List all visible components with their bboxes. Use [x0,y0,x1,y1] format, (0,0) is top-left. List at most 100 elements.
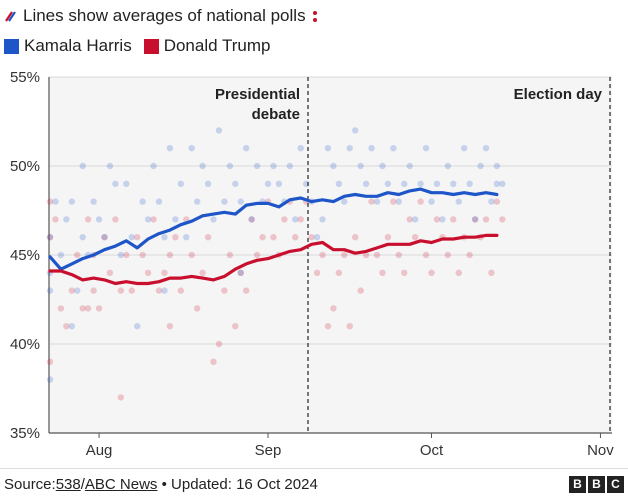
poll-dot-harris [335,180,343,187]
poll-dot-trump [313,269,321,276]
poll-dot-trump [166,323,174,330]
grid-layer [48,76,612,434]
poll-dot-trump [243,287,250,294]
poll-dot-trump [417,198,424,205]
bbc-logo-b1: B [569,475,586,493]
poll-dot-trump [123,251,130,259]
debate-label-line1: Presidential [215,86,300,103]
poll-dot-harris [193,198,201,205]
poll-dot-trump [79,305,86,312]
poll-dot-trump [395,251,402,259]
poll-dot-trump [84,216,92,223]
x-tick-label: Sep [255,442,282,459]
tick-layer: 35% 40% 45% 50% 55% Aug Sep Oct Nov [10,69,614,459]
poll-dot-trump [444,251,452,259]
poll-dot-trump [144,269,152,276]
us-flag-icon [5,11,16,22]
poll-chart: 35% 40% 45% 50% 55% Aug Sep Oct Nov Presidential… [10,69,614,459]
poll-dot-trump [357,287,364,294]
poll-dot-harris [384,180,392,187]
poll-dot-harris [482,145,490,152]
poll-dot-trump [166,251,174,259]
poll-dot-trump [330,305,337,312]
poll-dot-harris [161,234,168,241]
poll-dot-harris [357,162,364,170]
poll-dot-trump [128,287,135,294]
poll-dot-harris [134,323,141,330]
poll-dot-harris [401,180,408,187]
poll-dot-trump [319,251,326,259]
poll-dot-trump [253,251,261,259]
trump-average-line [48,233,499,286]
source-separator: / [80,475,85,493]
poll-dot-trump [335,269,343,276]
poll-dot-harris [128,234,135,241]
poll-dots-layer [46,127,506,401]
poll-dot-harris [466,180,473,187]
poll-dot-harris [330,162,337,170]
bbc-logo: B B C [569,475,624,493]
poll-dot-trump [352,234,359,241]
poll-dot-trump [210,358,217,365]
poll-dot-harris [172,216,179,223]
poll-dot-trump [226,251,234,259]
poll-dot-trump [150,216,157,223]
poll-dot-harris [46,287,54,294]
poll-dot-harris [477,162,484,170]
poll-dot-trump [68,287,76,294]
poll-dot-harris [297,145,304,152]
poll-dot-harris [74,287,81,294]
legend-item-trump: Donald Trump [143,36,271,56]
source-link-538[interactable]: 538 [55,475,81,493]
debate-label-line2: debate [252,106,300,123]
poll-dot-trump [134,234,141,241]
poll-dot-trump [324,323,332,330]
poll-dot-trump [52,216,59,223]
poll-dot-trump [281,216,288,223]
poll-dot-trump [232,323,239,330]
poll-dot-harris [286,162,293,170]
poll-dot-trump [199,269,206,276]
poll-dot-harris [237,198,244,205]
info-icon[interactable] [311,8,319,24]
poll-dot-harris [183,234,190,241]
poll-dot-harris [499,180,506,187]
poll-dot-harris [79,162,86,170]
poll-dot-trump [57,305,65,312]
poll-dot-trump [433,216,441,223]
poll-dot-trump [46,198,54,205]
poll-dot-trump [482,216,490,223]
poll-dot-trump [390,198,397,205]
poll-dot-harris [275,180,283,187]
harris-average-line [48,187,499,271]
poll-dot-harris [150,162,157,170]
chart-legend: Kamala Harris Donald Trump [4,35,282,57]
poll-dot-harris [455,198,462,205]
y-tick-label: 55% [10,69,40,86]
source-link-abc[interactable]: ABC News [84,475,158,493]
poll-dot-harris [368,145,375,152]
poll-dot-trump [292,234,299,241]
poll-dot-harris [406,162,413,170]
poll-dot-harris [232,180,239,187]
poll-dot-trump [455,269,462,276]
y-tick-label: 50% [10,158,40,175]
poll-dot-harris [117,251,125,259]
poll-dot-harris [226,162,234,170]
poll-dot-harris [417,180,424,187]
poll-dot-trump [362,251,370,259]
legend-label-trump: Donald Trump [163,36,271,55]
poll-dot-harris [199,162,206,170]
poll-dot-harris [450,180,457,187]
poll-dot-harris [461,145,468,152]
poll-dot-harris [166,145,174,152]
poll-dot-trump [46,234,54,241]
poll-dot-harris [161,287,168,294]
poll-dot-harris [493,162,501,170]
poll-dot-trump [499,216,506,223]
poll-dot-harris [52,198,59,205]
election-day-label: Election day [514,86,603,103]
poll-dot-trump [450,216,457,223]
poll-dot-trump [155,287,163,294]
poll-dot-trump [493,198,501,205]
